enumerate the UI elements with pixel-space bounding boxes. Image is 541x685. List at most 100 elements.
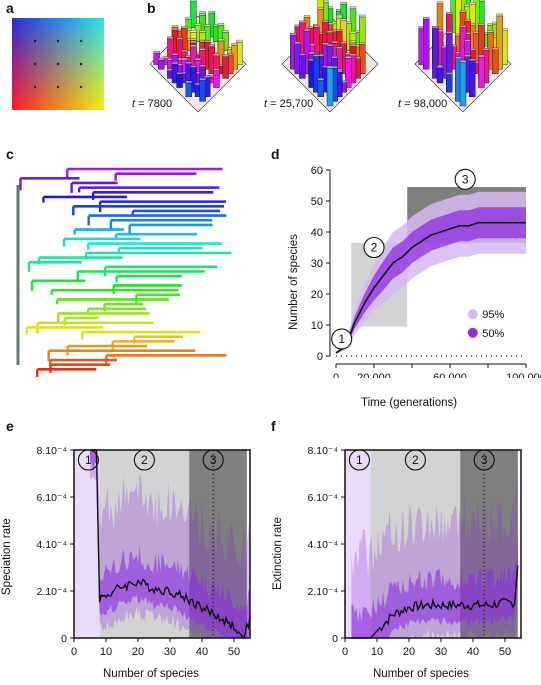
x-tick-label: 30: [164, 646, 176, 658]
landscape-bar-top: [176, 72, 183, 75]
band-50: [90, 450, 250, 638]
landscape-bar-top: [167, 36, 174, 40]
landscape-bar: [199, 79, 206, 102]
landscape-bar-top: [217, 23, 225, 26]
band-50: [336, 207, 526, 354]
x-tick-label: 50: [499, 646, 511, 658]
landscape-bar-top: [326, 43, 334, 47]
landscape-bar-top: [236, 39, 243, 43]
landscape-bar-top: [199, 64, 206, 67]
x-tick-label: 40: [196, 646, 208, 658]
landscape-bar-top: [459, 10, 467, 13]
landscape-bar-top: [158, 57, 165, 61]
landscape-bar-top: [340, 18, 347, 21]
phase-marker-label: 2: [371, 241, 378, 255]
landscape-bar-top: [478, 23, 485, 26]
landscape-bar-top: [231, 42, 238, 46]
landscape-bar: [436, 67, 444, 84]
landscape-bar-top: [171, 25, 179, 28]
phase-marker-3: [454, 168, 476, 190]
panel-label-d: d: [271, 146, 280, 162]
landscape-bar-top: [326, 30, 334, 33]
y-tick-label: 2.10⁻⁴: [308, 586, 339, 598]
landscape-bar-top: [208, 11, 215, 14]
phase-marker-2: [133, 449, 155, 471]
legend-label-50: 50%: [482, 328, 504, 340]
landscape-bar-top: [190, 0, 197, 2]
chart-f-xlabel: Number of species: [373, 668, 469, 680]
landscape-bar-top: [181, 26, 188, 29]
x-tick-label: 50: [228, 646, 240, 658]
landscape-bar-top: [469, 2, 476, 5]
panel-label-a: a: [6, 0, 14, 16]
speciation-rate-chart: 0 2.10⁻⁴ 4.10⁻⁴ 6.10⁻⁴ 8.10⁻⁴ 0 10 20 30 40 50 1 2 3: [37, 445, 251, 658]
landscape-bar: [478, 56, 485, 88]
time-label-3: t = 98,000: [398, 98, 448, 110]
landscape-bar-top: [153, 51, 160, 54]
landscape-bar-top: [185, 80, 192, 84]
landscape-bar-top: [199, 77, 206, 81]
landscape-bar-top: [459, 25, 467, 28]
landscape-bar-top: [190, 65, 197, 68]
y-tick-label: 4.10⁻⁴: [308, 539, 339, 551]
landscape-bar-top: [464, 54, 471, 57]
landscape-bar-top: [469, 58, 476, 61]
panel-label-f: f: [271, 418, 276, 434]
landscape-bar-top: [349, 40, 357, 43]
y-tick-label: 0: [61, 633, 67, 645]
landscape-bar-top: [190, 38, 197, 41]
panel-label-e: e: [6, 418, 14, 434]
landscape-bar-top: [322, 20, 329, 23]
landscape-bar-top: [171, 61, 179, 65]
landscape-bar-top: [171, 27, 179, 31]
phase-marker-label: 2: [141, 453, 148, 467]
landscape-bar: [469, 60, 476, 97]
median-line: [351, 565, 519, 639]
phase-marker-label: 3: [481, 453, 488, 467]
phase-marker-label: 1: [356, 453, 363, 467]
phase-marker-label: 2: [412, 453, 419, 467]
legend-swatch-50: [467, 327, 478, 338]
phase-marker-label: 1: [85, 453, 92, 467]
landscape-bar-top: [459, 60, 467, 63]
landscape-bar-top: [496, 13, 503, 17]
phase-marker-3: [202, 449, 224, 471]
legend-swatch-95: [467, 309, 478, 320]
y-tick-label: 40: [311, 227, 323, 239]
color-gradient-map: [12, 18, 104, 110]
x-tick-label: 20,000: [357, 372, 391, 378]
landscape-bar-top: [492, 47, 499, 50]
y-tick-label: 8.10⁻⁴: [308, 445, 339, 457]
x-tick-label: 0: [342, 646, 348, 658]
y-tick-label: 20: [311, 289, 323, 301]
landscape-bar-top: [199, 13, 206, 16]
median-line: [335, 221, 526, 354]
landscape-bar-top: [436, 65, 444, 68]
phase-region-1: [345, 450, 371, 638]
landscape-bar-top: [464, 19, 471, 22]
y-tick-label: 6.10⁻⁴: [37, 492, 68, 504]
landscape-bar-top: [199, 30, 206, 33]
band-50: [351, 533, 518, 638]
landscape-bar-top: [181, 49, 188, 53]
landscape-bar-top: [171, 53, 179, 56]
landscape-bar: [158, 59, 165, 70]
landscape-bar-top: [185, 61, 192, 64]
landscape-bar-top: [204, 40, 211, 43]
landscape-bar: [299, 55, 306, 79]
landscape-bar-top: [455, 56, 462, 59]
panel-label-c: c: [6, 146, 14, 162]
chart-e-ylabel: Speciation rate: [1, 518, 13, 595]
landscape-bar: [185, 82, 192, 97]
landscape-bar-top: [464, 39, 471, 42]
phase-marker-label: 3: [210, 453, 217, 467]
landscape-bar-top: [222, 54, 229, 57]
y-tick-label: 10: [311, 320, 323, 332]
y-tick-label: 50: [311, 196, 323, 208]
x-tick-label: 0: [71, 646, 77, 658]
landscape-bar-top: [199, 11, 206, 14]
landscape-bar-top: [359, 42, 366, 45]
landscape-bar-top: [349, 6, 357, 9]
landscape-bar-top: [181, 57, 188, 61]
phase-marker-label: 1: [338, 332, 345, 346]
